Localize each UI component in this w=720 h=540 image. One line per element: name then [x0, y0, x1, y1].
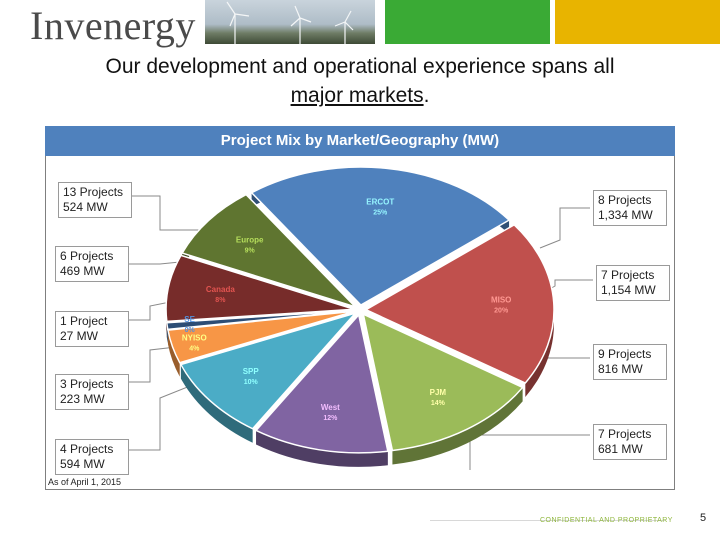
callout-leader-line: [126, 195, 205, 231]
callout-leader-line: [123, 261, 181, 265]
pie-depth-spp: [180, 364, 253, 443]
callout-leader-line: [123, 299, 181, 321]
pie-slice-nyiso: [167, 310, 355, 364]
slice-label-canada: Canada: [206, 285, 235, 294]
pie-slice-ercot: [250, 166, 511, 306]
callout-europe: 6 Projects 469 MW: [55, 246, 129, 282]
callout-projects: 1 Project: [60, 314, 108, 328]
pie-slice-west: [254, 313, 389, 454]
headline-underlined: major markets: [290, 84, 424, 107]
chart-title: Project Mix by Market/Geography (MW): [45, 126, 675, 156]
callout-leader-line: [539, 207, 590, 249]
pie-slice-miso: [364, 223, 555, 384]
callout-projects: 7 Projects: [601, 268, 655, 282]
confidential-label: CONFIDENTIAL AND PROPRIETARY: [540, 517, 673, 524]
callout-ercot: 13 Projects 524 MW: [58, 182, 132, 218]
callout-projects: 8 Projects: [598, 193, 652, 207]
callout-projects: 3 Projects: [60, 377, 114, 391]
callout-west: 9 Projects 816 MW: [593, 344, 667, 380]
slice-percent-nyiso: 4%: [189, 345, 200, 352]
callout-mw: 594 MW: [60, 457, 105, 471]
headline-line-2: major markets.: [40, 81, 680, 110]
callout-se: 3 Projects 223 MW: [55, 374, 129, 410]
callout-miso: 8 Projects 1,334 MW: [593, 190, 667, 226]
slice-percent-pjm: 14%: [431, 400, 446, 407]
slice-percent-se: 0%: [185, 327, 196, 334]
pie-slice-se: [165, 309, 355, 331]
slice-percent-west: 12%: [323, 415, 338, 422]
headline-line-1: Our development and operational experien…: [105, 55, 615, 78]
pie-slice-labels: ERCOT 25% MISO 20% PJM 14% West 12% SPP 10% NYISO 4…: [182, 198, 512, 422]
slice-label-pjm: PJM: [430, 388, 447, 397]
as-of-note: As of April 1, 2015: [48, 477, 122, 487]
callout-projects: 13 Projects: [63, 185, 124, 199]
slice-label-west: West: [321, 403, 340, 412]
header-gold-block: [555, 0, 720, 44]
slice-percent-spp: 10%: [244, 379, 259, 386]
wind-turbines-graphic: [226, 1, 354, 44]
callout-nyiso: 4 Projects 594 MW: [55, 439, 129, 475]
pie-slices: [165, 166, 555, 454]
slice-label-spp: SPP: [243, 367, 260, 376]
callout-mw: 1,334 MW: [598, 208, 653, 222]
page-number: 5: [700, 512, 707, 524]
invenergy-logo: Invenergy: [30, 3, 196, 48]
footer-divider: [430, 520, 665, 521]
slice-label-europe: Europe: [236, 236, 264, 245]
callout-mw: 816 MW: [598, 362, 643, 376]
wind-turbines-photo: [205, 0, 375, 44]
slice-percent-ercot: 25%: [373, 210, 388, 217]
headline: Our development and operational experien…: [40, 52, 680, 110]
slice-label-ercot: ERCOT: [366, 198, 394, 207]
pie-slice-canada: [165, 254, 355, 323]
callout-projects: 7 Projects: [598, 427, 652, 441]
pie-slice-spp: [179, 311, 358, 430]
slice-percent-europe: 9%: [245, 248, 256, 255]
callout-leader-line: [123, 345, 186, 383]
headline-tail: .: [423, 84, 430, 107]
callout-pjm: 7 Projects 1,154 MW: [596, 265, 670, 301]
slice-percent-canada: 8%: [215, 297, 226, 304]
callout-canada: 1 Project 27 MW: [55, 311, 129, 347]
slice-label-nyiso: NYISO: [182, 333, 207, 342]
callout-leader-line: [123, 379, 206, 451]
callout-mw: 681 MW: [598, 442, 643, 456]
pie-slice-europe: [181, 193, 356, 308]
callout-projects: 6 Projects: [60, 249, 114, 263]
header-green-block: [385, 0, 550, 44]
callout-mw: 27 MW: [60, 329, 99, 343]
callout-leader-line: [547, 279, 593, 291]
callout-mw: 469 MW: [60, 264, 105, 278]
callout-mw: 1,154 MW: [601, 283, 656, 297]
callout-projects: 9 Projects: [598, 347, 652, 361]
slice-label-se: SE: [184, 315, 195, 324]
pie-slice-pjm: [362, 312, 524, 452]
pie-depth-west: [256, 430, 388, 467]
slice-label-miso: MISO: [491, 296, 511, 305]
callout-leader-line: [469, 434, 590, 470]
slice-percent-miso: 20%: [494, 308, 509, 315]
callout-spp: 7 Projects 681 MW: [593, 424, 667, 460]
callout-mw: 524 MW: [63, 200, 108, 214]
pie-depth-nyiso: [167, 330, 180, 377]
callout-mw: 223 MW: [60, 392, 105, 406]
callout-projects: 4 Projects: [60, 442, 114, 456]
callout-leader-line: [547, 350, 590, 359]
